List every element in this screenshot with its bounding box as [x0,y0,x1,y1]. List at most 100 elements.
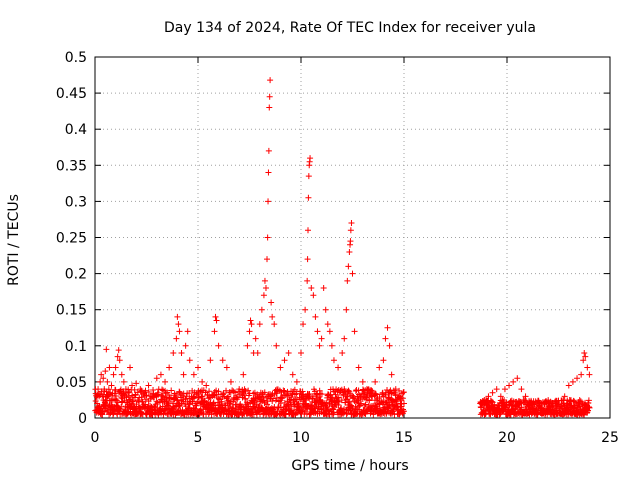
data-point [112,364,119,371]
data-point [153,375,160,382]
data-point [581,350,588,357]
data-point [195,364,201,371]
data-point [305,227,312,234]
data-point [518,404,525,411]
data-point [330,357,337,364]
data-point [567,397,574,404]
data-point [488,398,495,405]
data-point [289,371,296,378]
data-point [215,395,222,402]
data-point [166,364,173,371]
data-point [335,401,342,408]
data-point [195,394,202,401]
data-point [100,375,107,382]
y-tick-label: 0 [78,411,87,427]
data-point [362,401,369,408]
data-point [244,400,251,407]
data-point [227,378,234,385]
data-point [335,364,342,371]
data-point [186,401,193,408]
data-point [580,357,587,364]
data-point [585,404,592,411]
data-point [94,400,101,407]
data-point [112,393,119,400]
data-point [141,389,148,396]
data-point [242,388,249,395]
data-point [528,400,535,407]
data-point [585,397,592,404]
x-tick-label: 15 [395,430,413,446]
data-point [477,400,484,407]
data-point [501,386,508,393]
data-point [129,398,136,405]
data-point [335,394,342,401]
data-point [176,328,183,335]
data-point [400,408,407,415]
y-tick-label: 0.35 [56,158,87,174]
data-point [322,306,329,313]
data-point [223,364,230,371]
data-point [368,389,375,396]
x-tick-label: 10 [292,430,310,446]
data-point [586,404,593,411]
data-point [346,398,353,405]
data-point [265,169,272,176]
x-tick-label: 20 [498,430,516,446]
data-point [328,342,335,349]
axis-layer: 0 5 10 15 20 25 0 0.05 0.1 0.15 0.2 0.25 0.3 0.35 0.4 0… [56,50,619,446]
data-point [273,342,280,349]
data-point [256,321,263,328]
data-point [582,353,589,360]
data-point [518,386,525,393]
data-point [211,328,218,335]
data-point [376,364,383,371]
y-tick-label: 0.25 [56,231,87,247]
data-point [186,357,193,364]
y-axis-label: ROTI / TECUs [6,194,22,286]
data-point [148,403,155,410]
data-point [265,198,272,205]
data-point [305,194,312,201]
data-point [186,390,193,397]
data-point [222,407,229,414]
data-point [309,393,316,400]
data-point [285,392,292,399]
data-point [130,403,137,410]
data-point [269,313,276,320]
data-point [300,321,307,328]
data-point [345,263,352,270]
data-point [344,393,351,400]
data-point [322,402,329,409]
data-point [378,397,385,404]
data-point [92,397,99,404]
data-point [267,77,274,84]
data-point [264,401,271,408]
data-point [180,371,187,378]
data-point [355,364,362,371]
data-point [266,93,273,100]
data-point [247,317,254,324]
data-point [241,391,248,398]
data-point [481,396,488,403]
data-point [129,382,136,389]
data-point [574,375,581,382]
data-point [288,394,295,401]
data-point [225,393,232,400]
data-point [320,285,327,292]
data-point [371,392,378,399]
data-point [384,324,391,331]
data-point [339,350,346,357]
data-point [584,364,591,371]
data-point [586,371,593,378]
data-point [110,371,117,378]
data-point [264,234,271,241]
data-point [101,386,108,393]
data-point [118,403,125,410]
data-point [261,277,268,284]
data-point [347,227,354,234]
data-point [349,270,356,277]
marker-layer [92,77,593,418]
data-point [369,388,376,395]
data-point [223,387,230,394]
data-point [305,173,312,180]
